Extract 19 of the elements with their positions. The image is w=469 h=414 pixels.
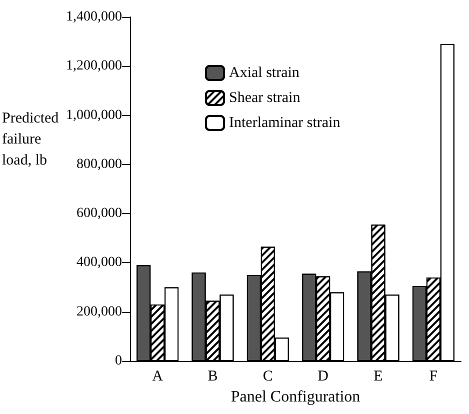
x-tick-label: B	[208, 368, 218, 384]
y-tick-label: 800,000	[76, 156, 122, 172]
y-tick-label: 0	[115, 354, 122, 368]
x-tick-label: D	[318, 368, 329, 384]
legend-label: Axial strain	[229, 65, 300, 81]
y-tick-label: 1,000,000	[66, 108, 122, 123]
y-tick-label: 1,200,000	[66, 58, 122, 74]
x-tick-label: E	[374, 368, 383, 384]
y-axis-title: Predicted failure load, lb	[2, 110, 62, 168]
x-tick-label: C	[262, 368, 273, 384]
legend-label: Shear strain	[229, 90, 301, 106]
y-tick-label: 600,000	[76, 206, 122, 222]
y-tick-label: 1,400,000	[66, 10, 122, 24]
x-axis-title: Panel Configuration	[230, 388, 360, 406]
y-tick-label: 400,000	[76, 255, 122, 270]
y-tick-label: 200,000	[76, 304, 122, 320]
x-tick-label: A	[152, 368, 164, 384]
x-tick-label: F	[429, 368, 438, 384]
legend-label: Interlaminar strain	[229, 115, 341, 131]
